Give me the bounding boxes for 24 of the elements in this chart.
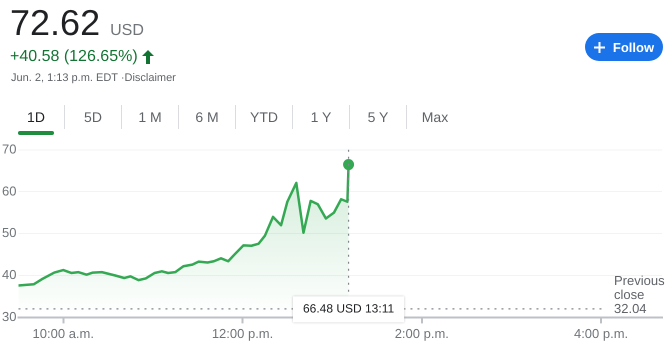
y-tick-label: 40 [2,267,16,282]
y-tick-label: 50 [2,225,16,240]
text: 5 Y [368,109,388,125]
y-tick-label: 70 [2,141,16,156]
annotation: 66.48 USD 13:11 [302,302,394,316]
x-tick-label: 2:00 p.m. [394,326,449,341]
text: Jun. 2, 1:13 p.m. EDT ·Disclaimer [11,72,176,84]
text: 5D [84,109,102,125]
text: 1 M [138,109,162,125]
x-tick-label: 12:00 p.m. [212,326,274,341]
x-tick-label: 4:00 p.m. [574,326,628,341]
text: Max [422,109,448,125]
text: 1D [27,109,45,125]
chart-subtitle: +40.58 (126.65%) [10,48,138,66]
y-tick-label: 30 [2,308,16,324]
text: 6 M [195,109,219,125]
text: Follow [612,40,654,54]
text: 1 Y [310,109,332,125]
ref-line-label: Previous close 32.04 [614,272,666,316]
x-tick-label: 10:00 a.m. [32,326,94,341]
chart-title: 72.62 [10,2,100,44]
text: USD [110,22,144,40]
y-tick-label: 60 [2,183,16,198]
text: YTD [250,109,278,125]
